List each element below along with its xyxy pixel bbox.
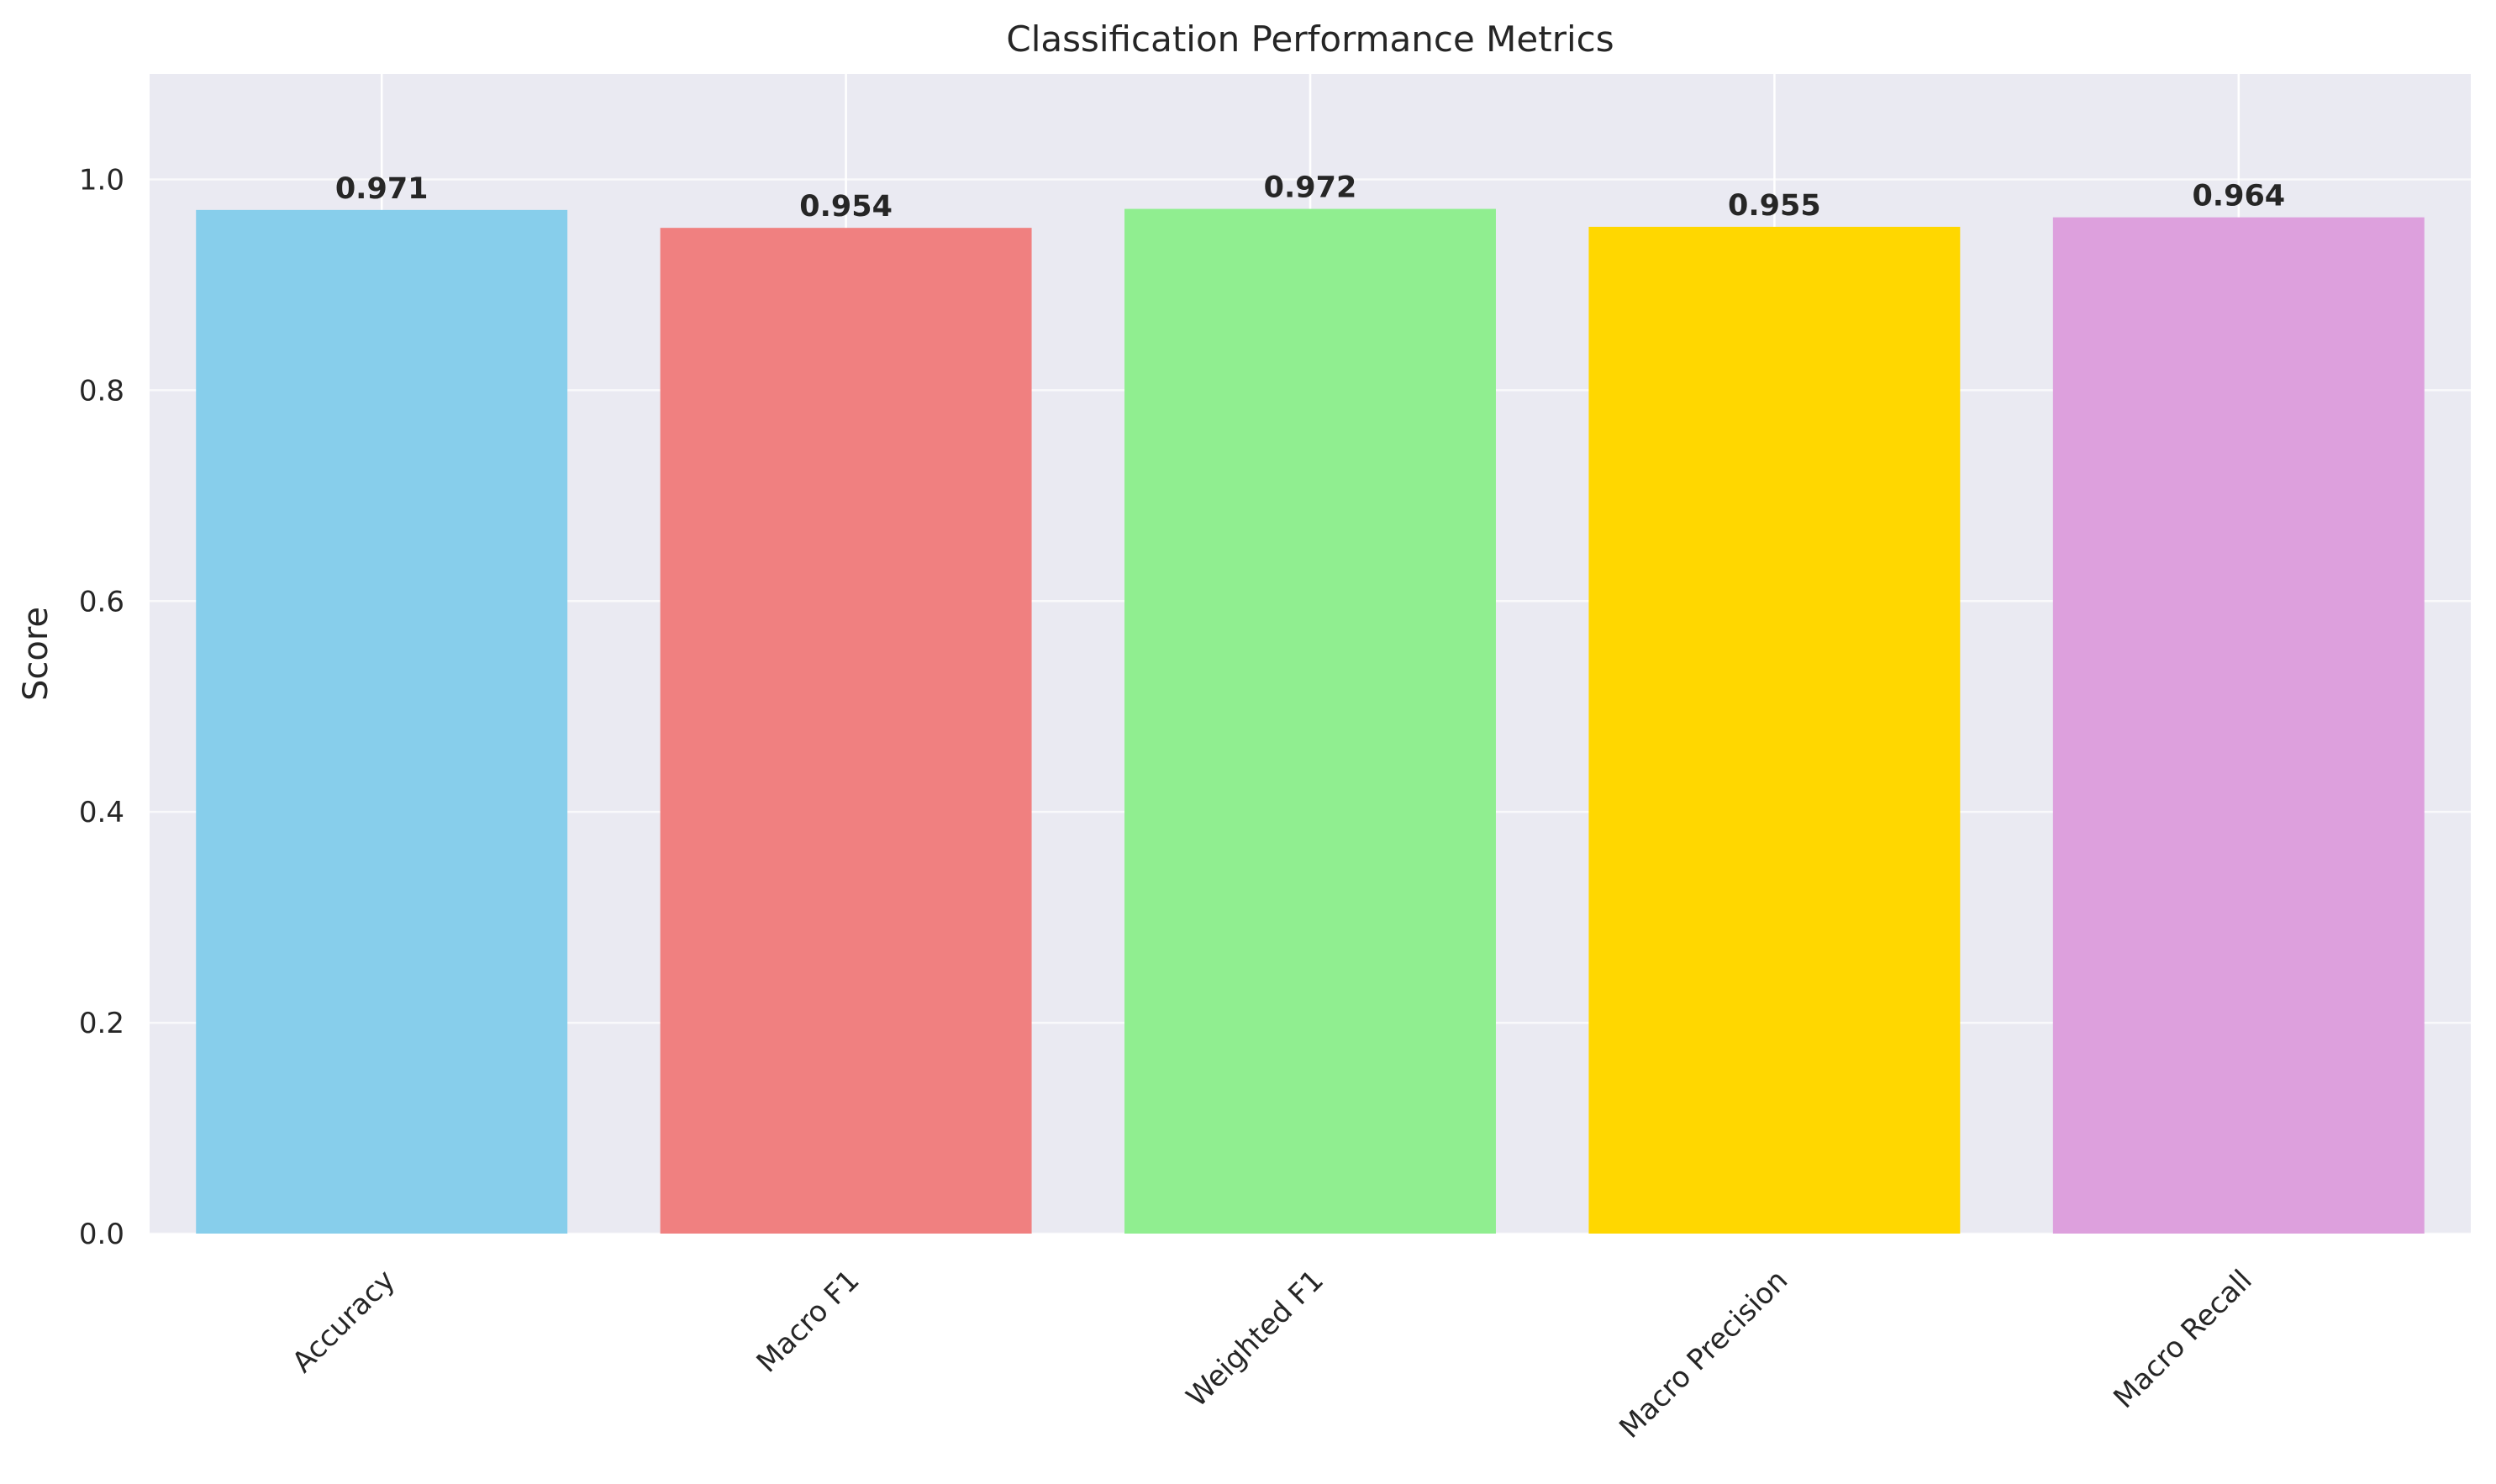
y-axis-ticks: 0.0 0.2 0.4 0.6 0.8 1.0 <box>79 163 124 1251</box>
data-label: 0.972 <box>1264 171 1357 205</box>
bar-macro-precision <box>1588 226 1961 1234</box>
data-label: 0.964 <box>2192 180 2285 213</box>
y-tick-label: 0.0 <box>79 1218 124 1251</box>
y-axis-label: Score <box>17 607 55 701</box>
y-tick-label: 0.6 <box>79 585 124 618</box>
data-label: 0.971 <box>335 172 429 206</box>
data-label: 0.954 <box>799 190 893 224</box>
y-tick-label: 0.2 <box>79 1007 124 1040</box>
bar-macro-f1 <box>660 228 1032 1234</box>
bars <box>196 208 2425 1234</box>
y-tick-label: 0.4 <box>79 796 124 829</box>
bar-macro-recall <box>2052 217 2425 1234</box>
data-labels: 0.971 0.954 0.972 0.955 0.964 <box>335 171 2285 224</box>
data-label: 0.955 <box>1728 189 1821 223</box>
y-tick-label: 0.8 <box>79 374 124 408</box>
bar-weighted-f1 <box>1124 208 1496 1234</box>
y-tick-label: 1.0 <box>79 163 124 197</box>
bar-accuracy <box>196 209 568 1234</box>
chart-title: Classification Performance Metrics <box>1006 18 1614 60</box>
